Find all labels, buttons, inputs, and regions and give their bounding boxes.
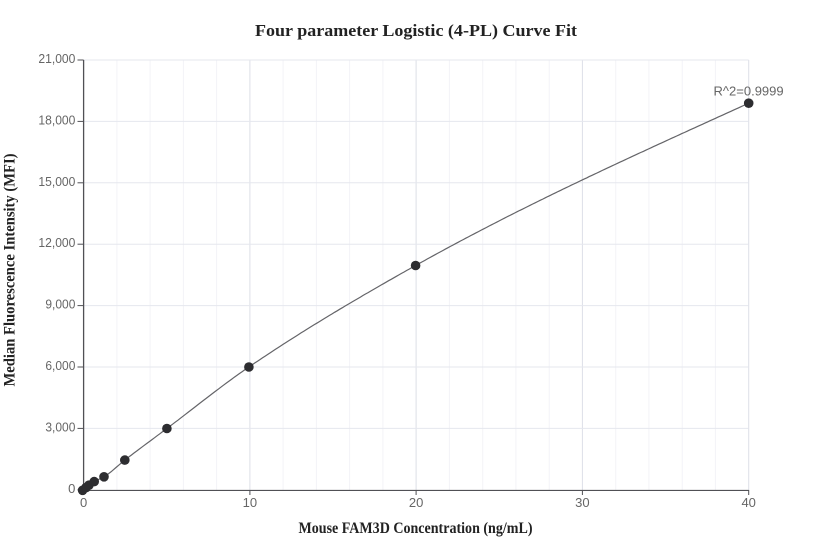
svg-text:15,000: 15,000 <box>38 174 75 189</box>
svg-text:R^2=0.9999: R^2=0.9999 <box>714 84 784 99</box>
svg-text:6,000: 6,000 <box>45 358 75 373</box>
svg-text:Mouse FAM3D Concentration (ng/: Mouse FAM3D Concentration (ng/mL) <box>299 520 533 537</box>
svg-text:21,000: 21,000 <box>38 51 75 66</box>
svg-text:0: 0 <box>68 481 75 496</box>
svg-text:9,000: 9,000 <box>45 297 75 312</box>
svg-text:40: 40 <box>741 495 755 510</box>
svg-text:0: 0 <box>80 495 87 510</box>
svg-text:3,000: 3,000 <box>45 419 75 434</box>
svg-text:10: 10 <box>243 495 257 510</box>
svg-text:Four parameter Logistic (4-PL): Four parameter Logistic (4-PL) Curve Fit <box>255 21 577 40</box>
svg-text:18,000: 18,000 <box>38 112 75 127</box>
svg-text:12,000: 12,000 <box>38 235 75 250</box>
svg-text:20: 20 <box>409 495 423 510</box>
svg-text:30: 30 <box>575 495 589 510</box>
svg-text:Median Fluorescence Intensity: Median Fluorescence Intensity (MFI) <box>2 154 19 387</box>
